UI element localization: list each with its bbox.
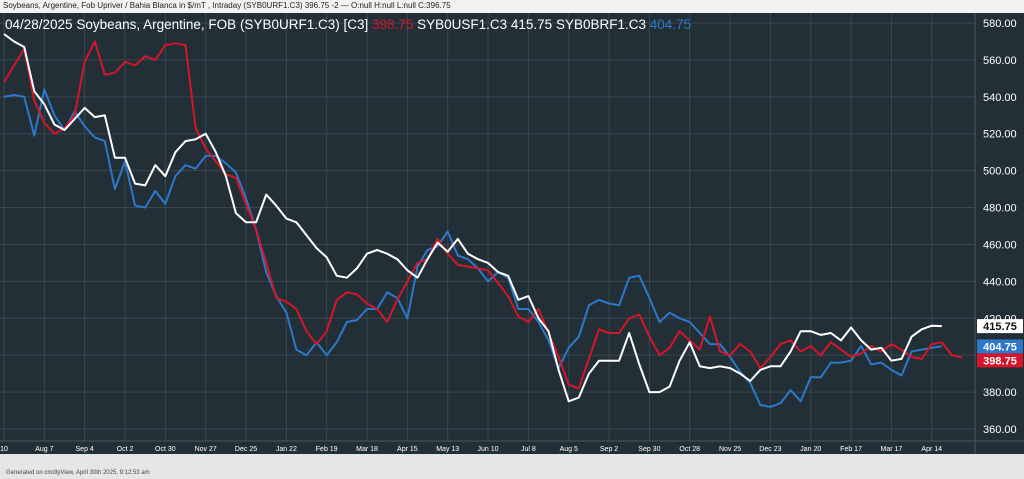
x-tick-label: 10 bbox=[0, 446, 8, 453]
y-tick-label: 500.00 bbox=[983, 166, 1017, 178]
x-tick-label: Oct 30 bbox=[155, 446, 176, 453]
x-tick-label: Jun 10 bbox=[478, 446, 499, 453]
y-tick-label: 520.00 bbox=[983, 129, 1017, 141]
legend-title: Soybeans, Argentine, FOB (SYB0URF1.C3) [… bbox=[76, 17, 369, 32]
y-tick-label: 580.00 bbox=[983, 18, 1017, 30]
price-chart[interactable]: 360.00380.00400.00420.00440.00460.00480.… bbox=[0, 13, 1024, 454]
x-tick-label: Feb 17 bbox=[840, 446, 862, 453]
x-tick-label: Jul 8 bbox=[521, 446, 536, 453]
last-value-badge bbox=[977, 319, 1023, 334]
x-tick-label: Feb 19 bbox=[316, 446, 338, 453]
series-line-SYB0USF1.C3 bbox=[3, 33, 942, 403]
x-tick-label: Sep 2 bbox=[600, 446, 618, 453]
window-header-bar: Soybeans, Argentine, Fob Upriver / Bahia… bbox=[0, 0, 1024, 14]
x-tick-label: Mar 18 bbox=[356, 446, 378, 453]
chart-legend: 04/28/2025 Soybeans, Argentine, FOB (SYB… bbox=[5, 17, 691, 32]
x-tick-label: May 13 bbox=[436, 446, 459, 453]
x-tick-label: Jan 22 bbox=[276, 446, 297, 453]
last-value-badge bbox=[977, 353, 1023, 368]
x-tick-label: Oct 28 bbox=[679, 446, 700, 453]
legend-date: 04/28/2025 bbox=[5, 17, 73, 32]
x-tick-label: Nov 27 bbox=[195, 446, 217, 453]
x-tick-label: Dec 23 bbox=[759, 446, 781, 453]
last-value-label: 404.75 bbox=[983, 341, 1017, 353]
footer-bar: Generated on cmdtyView, April 30th 2025,… bbox=[0, 454, 1024, 479]
series-line-SYB0URF1.C3 bbox=[3, 40, 963, 390]
y-tick-label: 560.00 bbox=[983, 55, 1017, 67]
footer-note: Generated on cmdtyView, April 30th 2025,… bbox=[6, 470, 150, 476]
x-tick-label: Sep 30 bbox=[638, 446, 660, 453]
x-tick-label: Sep 4 bbox=[76, 446, 94, 453]
y-tick-label: 480.00 bbox=[983, 203, 1017, 215]
legend-symbol-us: SYB0USF1.C3 bbox=[417, 17, 508, 32]
legend-value-brazil: 404.75 bbox=[649, 17, 692, 32]
last-value-label: 398.75 bbox=[983, 355, 1017, 367]
x-tick-label: Apr 14 bbox=[921, 446, 942, 453]
x-tick-label: Mar 17 bbox=[881, 446, 903, 453]
series-line-SYB0BRF1.C3 bbox=[3, 88, 942, 408]
legend-value-argentina: 398.75 bbox=[372, 17, 414, 32]
chart-area[interactable]: 360.00380.00400.00420.00440.00460.00480.… bbox=[0, 13, 1024, 454]
window-header-text: Soybeans, Argentine, Fob Upriver / Bahia… bbox=[3, 1, 451, 10]
y-tick-label: 440.00 bbox=[983, 276, 1017, 288]
x-tick-label: Jan 20 bbox=[800, 446, 821, 453]
x-tick-label: Apr 15 bbox=[397, 446, 418, 453]
x-tick-label: Oct 2 bbox=[117, 446, 134, 453]
y-tick-label: 460.00 bbox=[983, 239, 1017, 251]
y-tick-label: 360.00 bbox=[983, 424, 1017, 436]
y-tick-label: 540.00 bbox=[983, 92, 1017, 104]
last-value-label: 415.75 bbox=[983, 321, 1017, 333]
x-tick-label: Aug 7 bbox=[35, 446, 53, 453]
x-tick-label: Dec 25 bbox=[235, 446, 257, 453]
y-tick-label: 380.00 bbox=[983, 387, 1017, 399]
x-tick-label: Aug 5 bbox=[560, 446, 578, 453]
legend-symbol-brazil: SYB0BRF1.C3 bbox=[555, 17, 646, 32]
x-tick-label: Nov 25 bbox=[719, 446, 741, 453]
legend-value-us: 415.75 bbox=[510, 17, 553, 32]
last-value-badge bbox=[977, 339, 1023, 354]
